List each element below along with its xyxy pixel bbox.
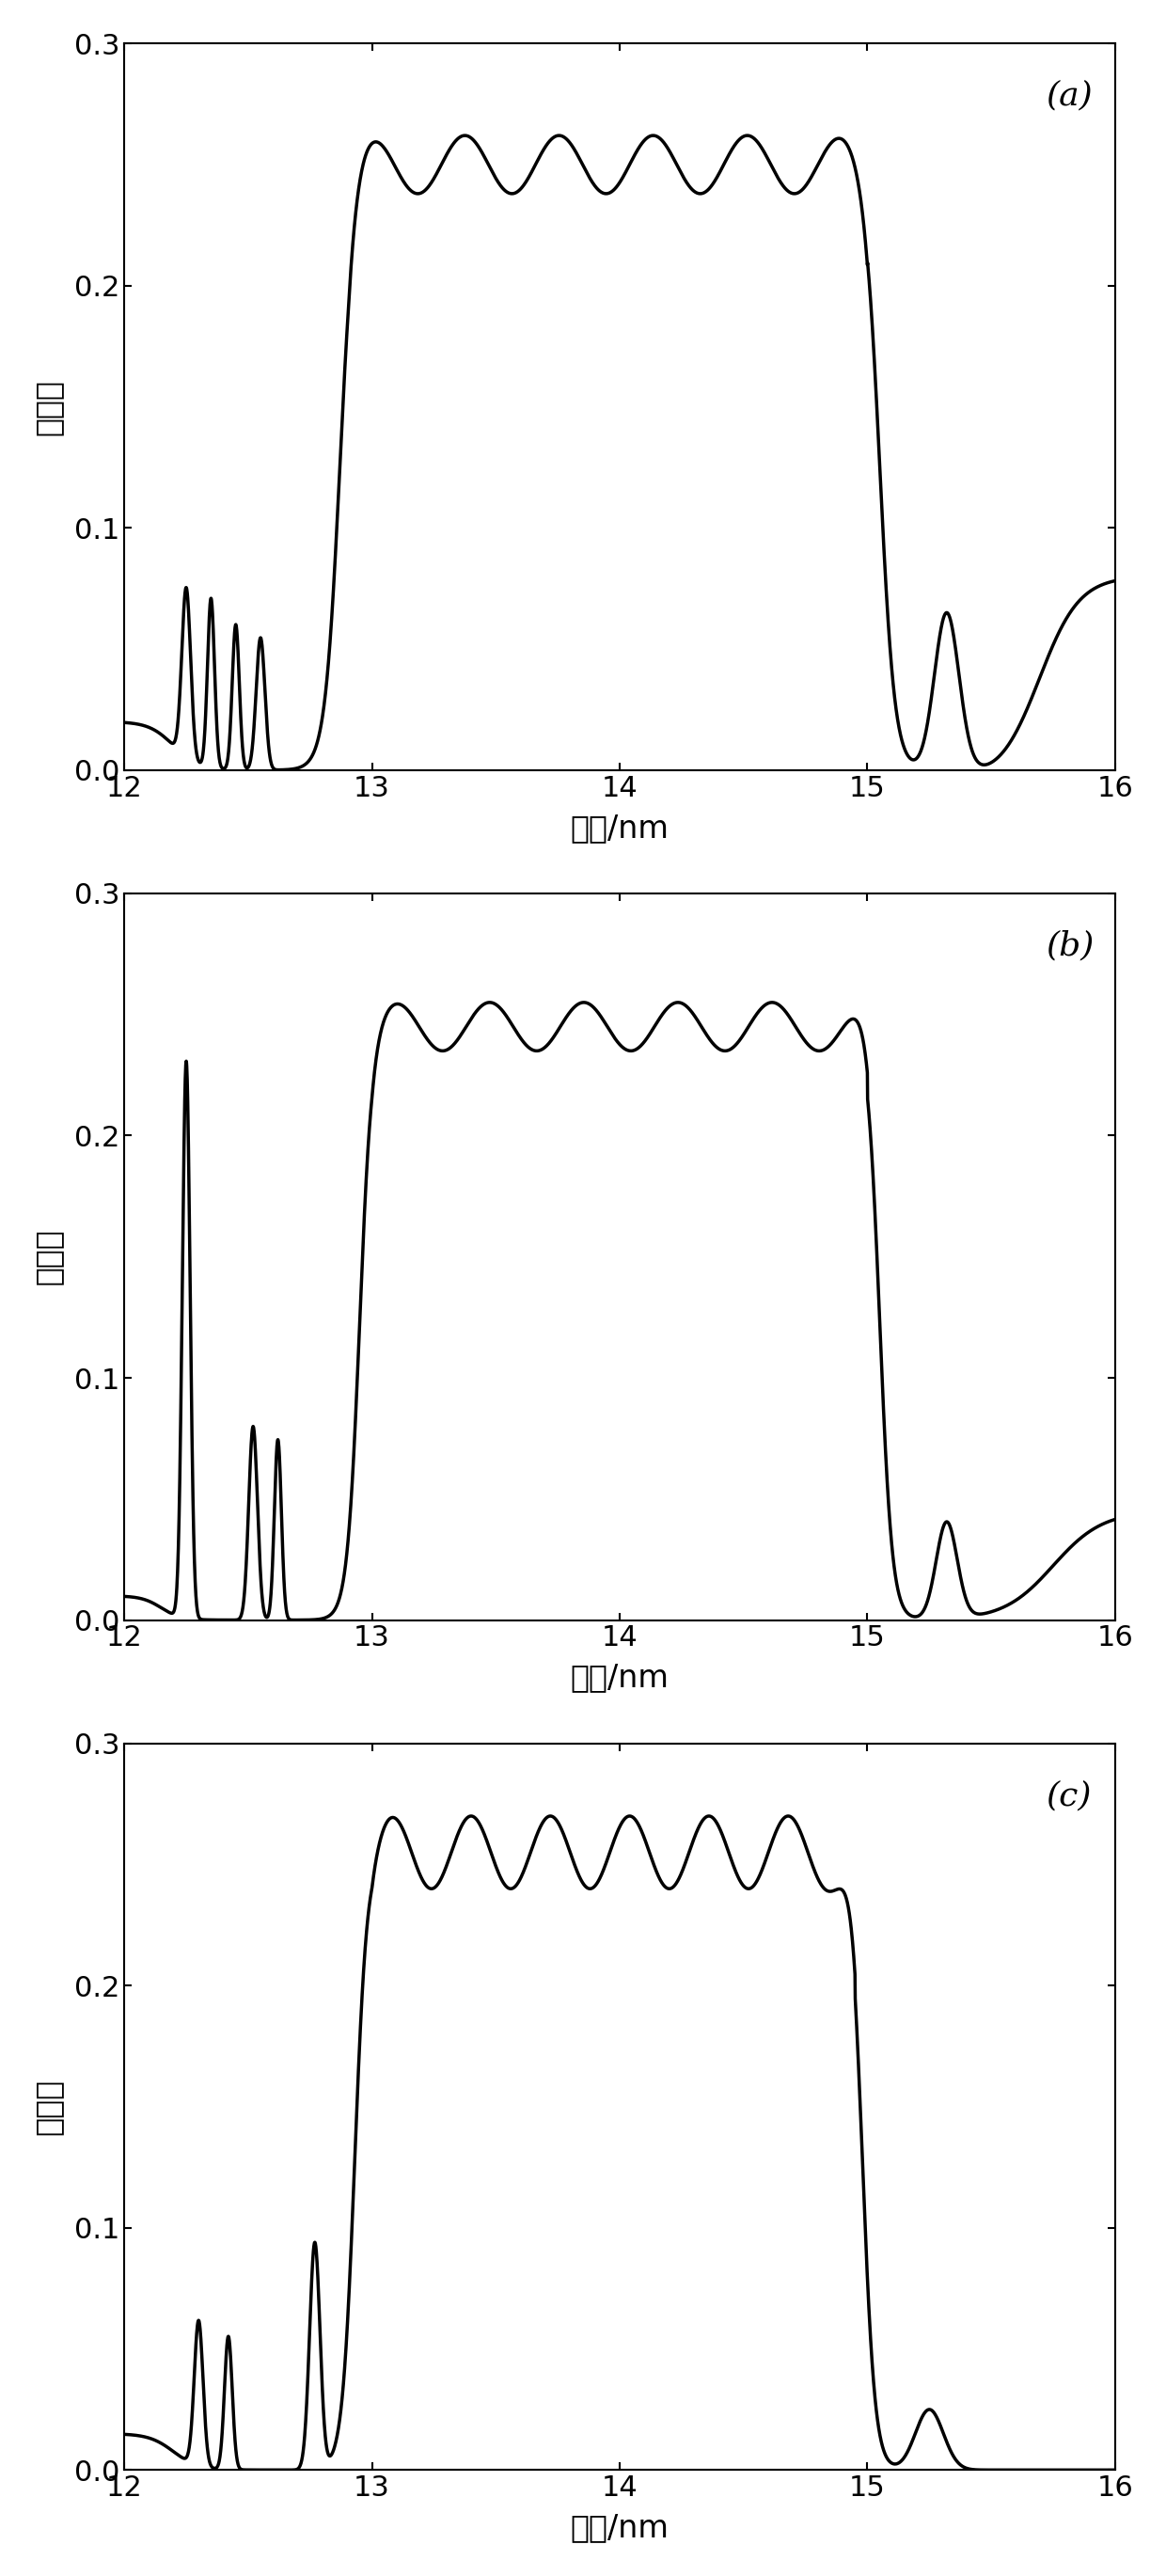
Y-axis label: 反射率: 反射率 (33, 379, 64, 435)
X-axis label: 波长/nm: 波长/nm (570, 1662, 669, 1692)
Text: (a): (a) (1046, 80, 1093, 111)
Y-axis label: 反射率: 反射率 (33, 1229, 64, 1285)
Text: (c): (c) (1046, 1780, 1091, 1811)
X-axis label: 波长/nm: 波长/nm (570, 811, 669, 842)
X-axis label: 波长/nm: 波长/nm (570, 2512, 669, 2543)
Y-axis label: 反射率: 反射率 (33, 2079, 64, 2136)
Text: (b): (b) (1046, 930, 1094, 961)
